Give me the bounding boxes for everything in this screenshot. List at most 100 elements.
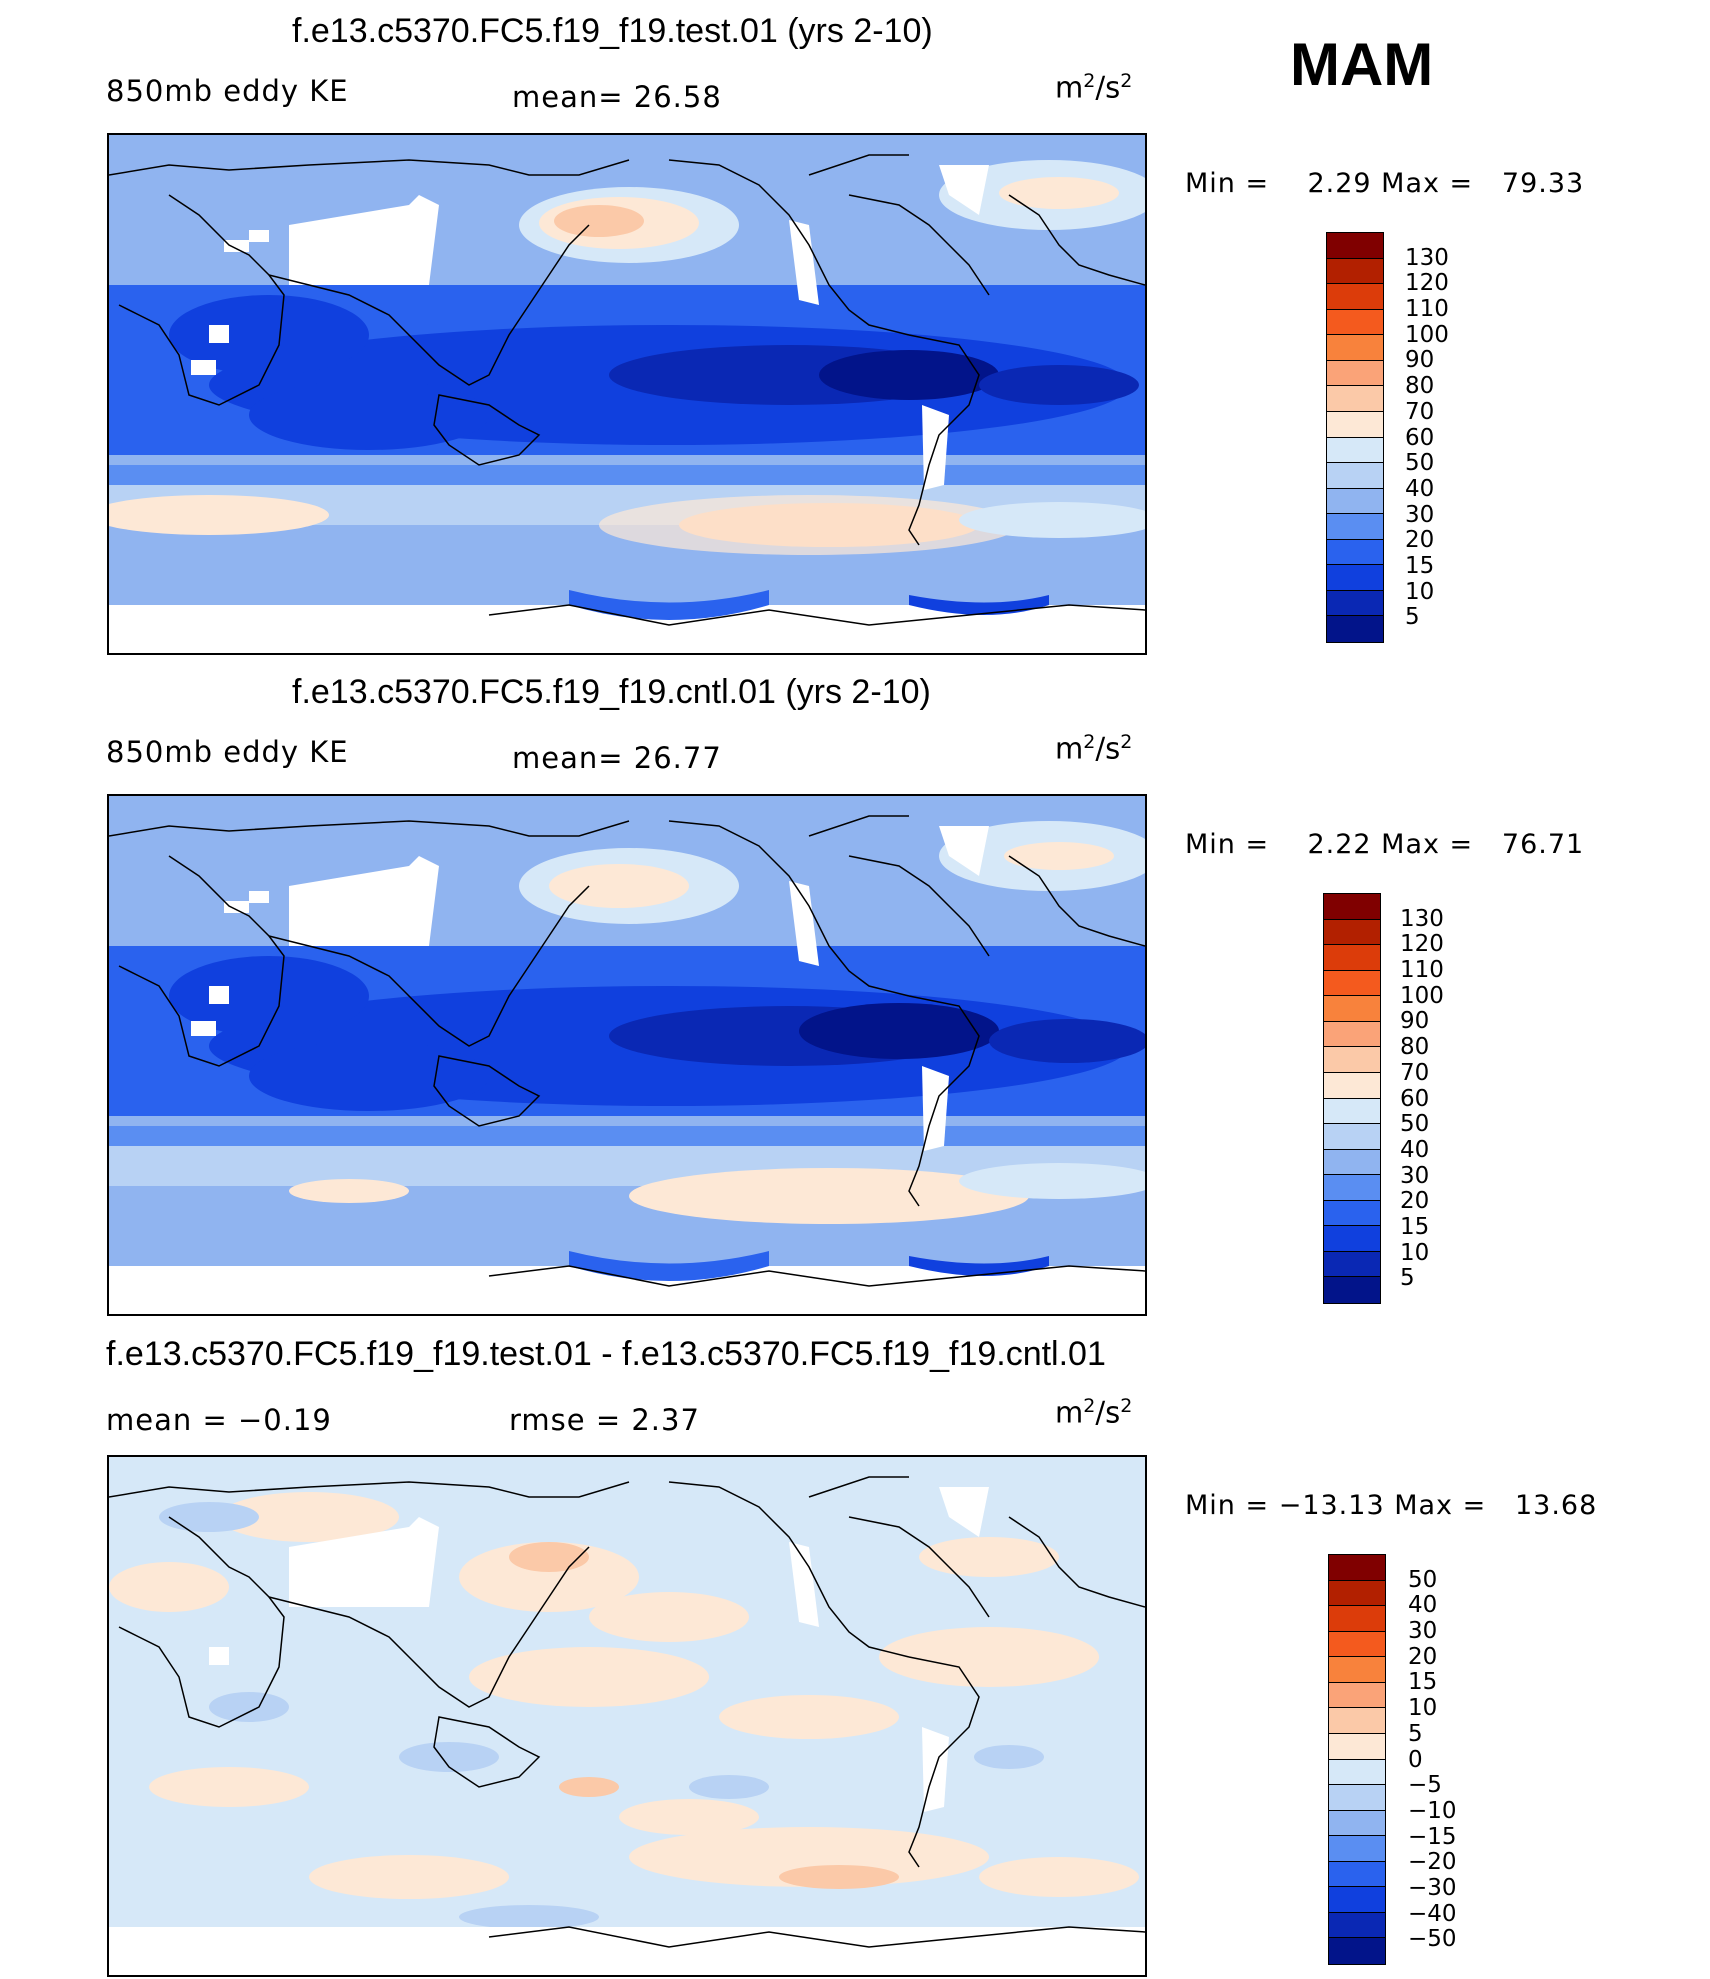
colorbar-swatch: [1329, 1682, 1385, 1709]
colorbar-tick-label: 90: [1405, 347, 1435, 374]
colorbar-tick-label: 30: [1408, 1618, 1438, 1645]
colorbar-swatch: [1324, 1251, 1380, 1278]
colorbar-tick-label: 70: [1400, 1059, 1430, 1086]
colorbar-tick-label: 30: [1400, 1162, 1430, 1189]
colorbar-swatch: [1324, 1175, 1380, 1201]
colorbar-tick-label: 5: [1400, 1265, 1415, 1292]
panel-2-variable-label: 850mb eddy KE: [106, 735, 349, 769]
colorbar-tick-label: −10: [1408, 1797, 1457, 1824]
colorbar-tick-label: 120: [1400, 931, 1444, 958]
panel-3-min-max: Min = −13.13 Max = 13.68: [1185, 1490, 1598, 1521]
colorbar-swatch: [1324, 1098, 1380, 1125]
colorbar-tick-label: 60: [1405, 424, 1435, 451]
colorbar-tick-label: −20: [1408, 1849, 1457, 1876]
colorbar-swatch: [1327, 309, 1383, 336]
colorbar-tick-label: 120: [1405, 270, 1449, 297]
colorbar-swatch: [1329, 1580, 1385, 1607]
colorbar-swatch: [1327, 233, 1383, 259]
colorbar-swatch: [1324, 996, 1380, 1022]
colorbar-swatch: [1324, 1200, 1380, 1227]
colorbar-tick-label: 60: [1400, 1085, 1430, 1112]
panel-2-units: m2/s2: [1055, 731, 1133, 766]
colorbar-tick-label: 130: [1405, 244, 1449, 271]
colorbar-tick-label: 10: [1408, 1695, 1438, 1722]
panel-3-mean-label: mean = −0.19: [106, 1403, 332, 1437]
colorbar-swatch: [1329, 1631, 1385, 1658]
panel-1-variable-label: 850mb eddy KE: [106, 74, 349, 108]
colorbar-tick-label: 80: [1405, 373, 1435, 400]
colorbar-tick-label: 130: [1400, 905, 1444, 932]
colorbar-tick-label: 70: [1405, 398, 1435, 425]
colorbar-tick-label: 50: [1408, 1566, 1438, 1593]
colorbar-tick-label: 15: [1405, 552, 1435, 579]
colorbar-swatch: [1324, 1124, 1380, 1150]
colorbar-swatch: [1329, 1836, 1385, 1862]
colorbar-tick-label: −15: [1408, 1823, 1457, 1850]
colorbar-swatch: [1324, 1072, 1380, 1099]
colorbar-swatch: [1324, 1277, 1380, 1303]
colorbar-tick-label: 50: [1405, 450, 1435, 477]
colorbar-swatch: [1324, 1047, 1380, 1073]
colorbar-swatch: [1327, 463, 1383, 489]
panel-3-units: m2/s2: [1055, 1395, 1133, 1430]
colorbar-swatch: [1327, 411, 1383, 438]
colorbar-tick-label: 10: [1400, 1239, 1430, 1266]
colorbar-swatch: [1327, 437, 1383, 464]
colorbar-swatch: [1329, 1555, 1385, 1581]
panel-1-units: m2/s2: [1055, 70, 1133, 105]
colorbar-swatch: [1327, 616, 1383, 642]
colorbar-swatch: [1327, 590, 1383, 617]
panel-2-min-max: Min = 2.22 Max = 76.71: [1185, 829, 1585, 860]
colorbar-tick-label: 10: [1405, 578, 1435, 605]
season-label: MAM: [1290, 31, 1434, 98]
colorbar-swatch: [1327, 488, 1383, 515]
colorbar-swatch: [1329, 1912, 1385, 1939]
colorbar-tick-label: 50: [1400, 1111, 1430, 1138]
colorbar-swatch: [1324, 970, 1380, 997]
colorbar-swatch: [1329, 1606, 1385, 1632]
panel-2-colorbar: [1323, 893, 1381, 1304]
panel-1-min-max: Min = 2.29 Max = 79.33: [1185, 168, 1585, 199]
colorbar-swatch: [1327, 565, 1383, 591]
colorbar-tick-label: 40: [1405, 475, 1435, 502]
colorbar-tick-label: −50: [1408, 1926, 1457, 1953]
colorbar-swatch: [1329, 1785, 1385, 1811]
panel-1-mean-label: mean= 26.58: [512, 80, 722, 114]
colorbar-tick-label: 20: [1400, 1188, 1430, 1215]
panel-3-rmse-label: rmse = 2.37: [509, 1403, 700, 1437]
panel-3-map: [107, 1455, 1147, 1977]
panel-1-title: f.e13.c5370.FC5.f19_f19.test.01 (yrs 2-1…: [292, 12, 933, 50]
colorbar-swatch: [1329, 1861, 1385, 1888]
panel-3-title: f.e13.c5370.FC5.f19_f19.test.01 - f.e13.…: [106, 1335, 1106, 1373]
colorbar-tick-label: −30: [1408, 1874, 1457, 1901]
panel-1-map: [107, 133, 1147, 655]
colorbar-swatch: [1324, 1021, 1380, 1048]
colorbar-swatch: [1329, 1708, 1385, 1734]
colorbar-swatch: [1327, 258, 1383, 285]
colorbar-tick-label: −5: [1408, 1772, 1442, 1799]
colorbar-swatch: [1327, 386, 1383, 412]
colorbar-swatch: [1327, 284, 1383, 310]
colorbar-tick-label: 90: [1400, 1008, 1430, 1035]
colorbar-tick-label: 110: [1400, 957, 1444, 984]
panel-1-colorbar: [1326, 232, 1384, 643]
colorbar-swatch: [1329, 1887, 1385, 1913]
panel-3-colorbar: [1328, 1554, 1386, 1965]
colorbar-tick-label: 30: [1405, 501, 1435, 528]
colorbar-tick-label: 15: [1408, 1669, 1438, 1696]
colorbar-swatch: [1329, 1733, 1385, 1760]
colorbar-swatch: [1324, 919, 1380, 946]
colorbar-swatch: [1327, 514, 1383, 540]
colorbar-swatch: [1329, 1938, 1385, 1964]
colorbar-tick-label: 40: [1408, 1592, 1438, 1619]
colorbar-swatch: [1327, 539, 1383, 566]
colorbar-swatch: [1327, 335, 1383, 361]
panel-2-title: f.e13.c5370.FC5.f19_f19.cntl.01 (yrs 2-1…: [292, 673, 931, 711]
colorbar-tick-label: 5: [1405, 604, 1420, 631]
colorbar-tick-label: 20: [1408, 1643, 1438, 1670]
colorbar-swatch: [1327, 360, 1383, 387]
colorbar-tick-label: 110: [1405, 296, 1449, 323]
colorbar-tick-label: 15: [1400, 1213, 1430, 1240]
colorbar-swatch: [1324, 1226, 1380, 1252]
colorbar-tick-label: 100: [1400, 982, 1444, 1009]
